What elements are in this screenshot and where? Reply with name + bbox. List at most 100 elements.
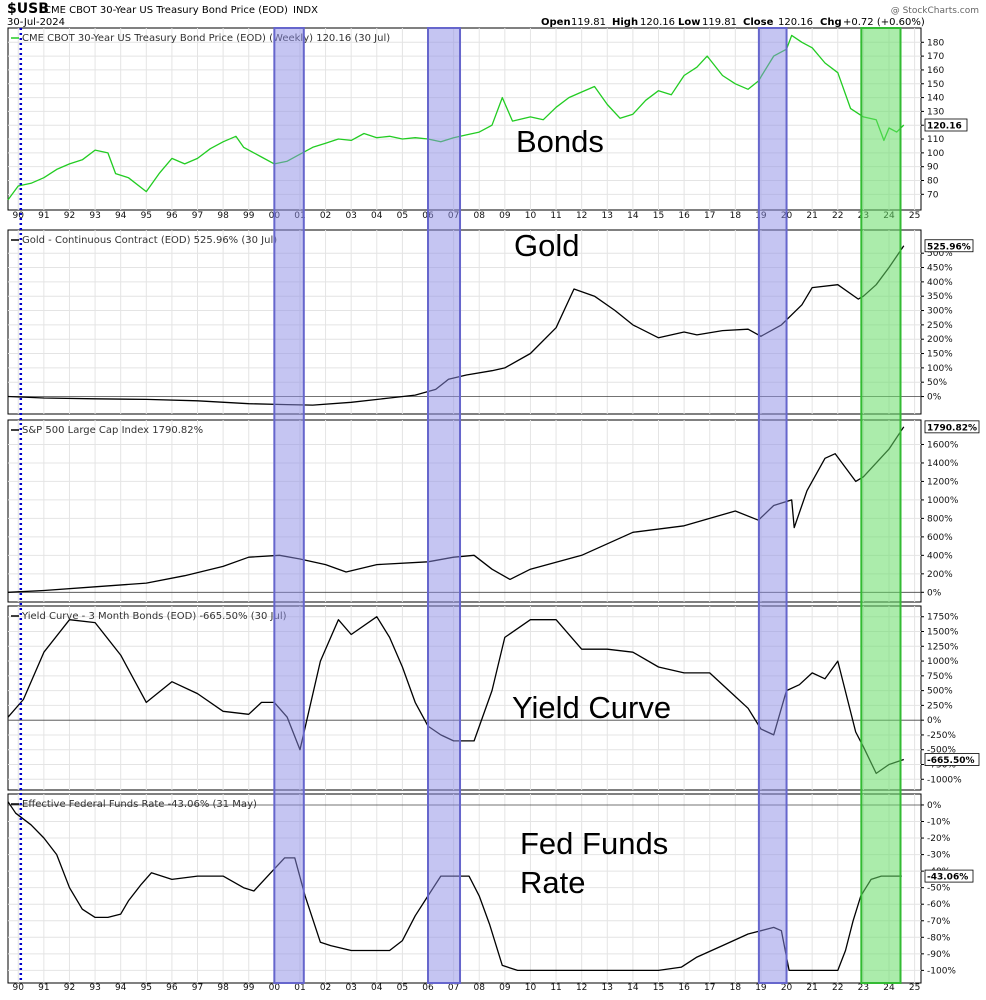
panel-4: -1000%-750%-500%-250%0%250%500%750%1000%… — [7, 605, 980, 791]
x-tick-label: 18 — [730, 211, 742, 221]
ohlc-low-value: 119.81 — [702, 17, 737, 28]
x-tick-label: 13 — [602, 211, 613, 221]
x-tick-label: 97 — [192, 211, 203, 221]
y-tick-label: 100 — [927, 149, 944, 159]
symbol-description: CME CBOT 30-Year US Treasury Bond Price … — [44, 5, 288, 16]
x-tick-label: 24 — [883, 983, 895, 993]
ohlc-close-value: 120.16 — [778, 17, 813, 28]
y-tick-label: 400% — [927, 551, 953, 561]
panel-title: CME CBOT 30-Year US Treasury Bond Price … — [22, 33, 390, 44]
x-tick-label: 17 — [704, 211, 715, 221]
annotation-bonds: Bonds — [516, 124, 604, 159]
recession-band — [757, 27, 788, 984]
x-tick-label: 06 — [422, 983, 434, 993]
x-tick-label: 96 — [166, 983, 178, 993]
chart-header: $USB CME CBOT 30-Year US Treasury Bond P… — [7, 1, 979, 28]
y-tick-label: 500% — [927, 249, 953, 259]
symbol: $USB — [7, 1, 49, 17]
y-tick-label: 1200% — [927, 477, 959, 487]
annotation-fed-funds-line1: Fed Funds — [520, 826, 668, 861]
x-tick-label: 10 — [525, 211, 537, 221]
x-tick-label: 15 — [653, 211, 664, 221]
y-tick-label: 150 — [927, 80, 944, 90]
last-value-box — [924, 239, 974, 253]
last-value-box — [924, 869, 974, 883]
x-tick-label: 97 — [192, 983, 203, 993]
x-tick-label: 07 — [448, 983, 459, 993]
x-tick-label: 12 — [576, 983, 587, 993]
x-tick-label: 11 — [550, 983, 561, 993]
annotation-gold: Gold — [514, 228, 579, 263]
x-tick-label: 03 — [345, 211, 356, 221]
x-tick-label: 95 — [141, 211, 152, 221]
y-tick-label: 200% — [927, 570, 953, 580]
x-tick-label: 90 — [13, 983, 25, 993]
ohlc-chg-value: +0.72 (+0.60%) — [843, 17, 925, 28]
y-tick-label: 110 — [927, 135, 944, 145]
panel-title: Effective Federal Funds Rate -43.06% (31… — [22, 799, 257, 810]
recession-band — [273, 27, 305, 984]
series-line — [7, 426, 905, 593]
ohlc-low-label: Low — [678, 17, 700, 28]
last-value-box — [924, 420, 980, 434]
x-tick-label: 94 — [115, 211, 127, 221]
y-tick-label: 1600% — [927, 440, 959, 450]
x-tick-label: 17 — [704, 983, 715, 993]
last-value-label: 1790.82% — [927, 423, 977, 433]
y-tick-label: 90 — [927, 163, 939, 173]
y-tick-label: 200% — [927, 335, 953, 345]
y-tick-label: 0% — [927, 801, 942, 811]
recession-shading — [19, 27, 902, 984]
panel-title: Yield Curve - 3 Month Bonds (EOD) -665.5… — [21, 611, 287, 622]
y-tick-label: -10% — [927, 818, 951, 828]
x-tick-label: 16 — [678, 211, 690, 221]
chart-panels: 70 80 90 100 11 01 20 130 140 150 160 170 180 120.16 C… — [7, 27, 980, 993]
x-tick-label: 02 — [320, 983, 331, 993]
x-tick-label: 11 — [550, 211, 561, 221]
ohlc-close-label: Close — [743, 17, 774, 28]
y-tick-label: 0% — [927, 588, 942, 598]
x-tick-label: 12 — [576, 211, 587, 221]
y-tick-label: 750% — [927, 672, 953, 682]
panel-title: S&P 500 Large Cap Index 1790.82% — [22, 425, 203, 436]
x-tick-label: 92 — [64, 983, 75, 993]
x-tick-label: 16 — [678, 983, 690, 993]
last-value-badge: -665.50% — [924, 753, 980, 766]
x-tick-label: 14 — [627, 983, 639, 993]
series-line — [7, 616, 905, 775]
ohlc-open-label: Open — [541, 17, 571, 28]
y-tick-label: 1500% — [927, 628, 959, 638]
x-tick-label: 98 — [217, 983, 229, 993]
x-tick-label: 90 — [13, 211, 25, 221]
exchange: INDX — [293, 5, 318, 16]
x-tick-label: 25 — [909, 211, 920, 221]
x-tick-label: 91 — [38, 211, 49, 221]
watermark: @ StockCharts.com — [891, 6, 979, 16]
x-tick-label: 98 — [217, 211, 229, 221]
x-tick-label: 91 — [38, 983, 49, 993]
x-tick-label: 22 — [832, 211, 843, 221]
annotation-fed-funds-line2: Rate — [520, 865, 585, 900]
panel-3: 0% 200% 400% 600% 800% 1000% 1200% 1400% 1600% 17… — [7, 419, 980, 603]
x-tick-label: 09 — [499, 983, 511, 993]
y-tick-label: 70 — [927, 190, 939, 200]
x-tick-label: 25 — [909, 983, 920, 993]
ohlc-high-value: 120.16 — [640, 17, 675, 28]
x-tick-label: 21 — [806, 211, 817, 221]
last-value-box — [924, 753, 980, 766]
last-value-label: -43.06% — [927, 873, 968, 883]
panel-2: 0% 50% 100% 150% 200% 250% 300% 350% 400% 450% 500… — [7, 229, 974, 415]
y-tick-label: 140 — [927, 94, 944, 104]
y-tick-label: 150% — [927, 350, 953, 360]
y-tick-label: 160 — [927, 66, 944, 76]
chart-date: 30-Jul-2024 — [7, 17, 65, 28]
x-tick-label: 94 — [115, 983, 127, 993]
y-tick-label: -60% — [927, 900, 951, 910]
x-tick-label: 99 — [243, 211, 255, 221]
last-value-badge: 120.16 — [924, 118, 968, 131]
y-tick-label: 1000% — [927, 496, 959, 506]
y-tick-label: 350% — [927, 292, 953, 302]
x-tick-label: 14 — [627, 211, 639, 221]
y-tick-label: -70% — [927, 917, 951, 927]
